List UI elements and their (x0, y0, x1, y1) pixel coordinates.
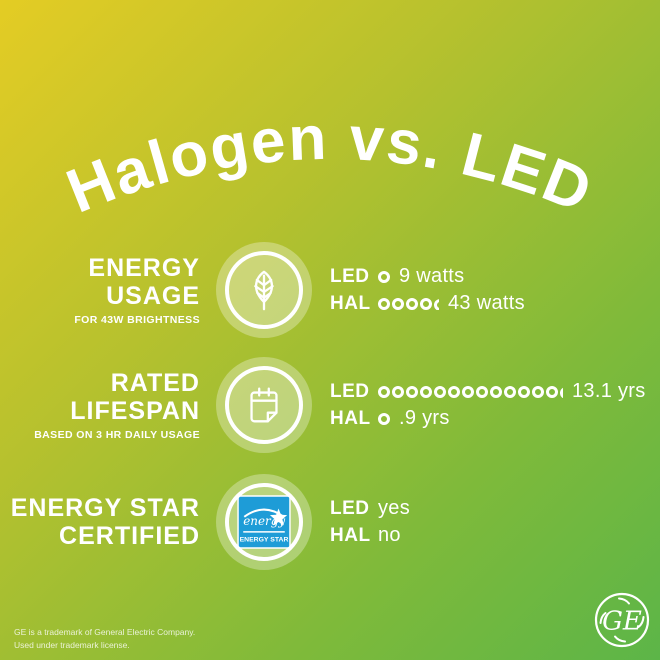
row-label-led: LED (330, 497, 370, 519)
row-value: 43 watts (448, 292, 525, 314)
section-title-line2: LIFESPAN (70, 397, 200, 425)
row-label-hal: HAL (330, 407, 371, 429)
icon-badge (216, 357, 312, 453)
leaf-icon (254, 270, 274, 311)
icon-ring (225, 251, 303, 329)
calendar-icon (250, 387, 278, 423)
data-row-led: LED yes (330, 497, 660, 520)
row-value: 13.1 yrs (572, 380, 646, 402)
section-energy-star: ENERGY STAR CERTIFIED energy ENERGY STAR… (0, 470, 660, 574)
energy-star-label: ENERGY STAR (240, 537, 289, 544)
section-title-line2: CERTIFIED (59, 522, 200, 550)
icon-ring (225, 366, 303, 444)
icon-ring: energy ENERGY STAR (225, 483, 303, 561)
data-row-led: LED 9 watts (330, 265, 660, 288)
row-label-hal: HAL (330, 524, 371, 546)
row-value: .9 yrs (399, 407, 450, 429)
section-data: LED 9 watts HAL 43 watts (328, 261, 660, 319)
energy-star-icon: energy ENERGY STAR (237, 495, 291, 549)
section-data: LED 13.1 yrs HAL .9 yrs (328, 376, 660, 434)
row-value: yes (378, 497, 411, 519)
row-label-led: LED (330, 380, 370, 402)
data-row-hal: HAL .9 yrs (330, 407, 660, 430)
section-data: LED yes HAL no (328, 493, 660, 551)
row-value: 9 watts (399, 265, 465, 287)
data-row-hal: HAL 43 watts (330, 292, 660, 315)
footer-line1: GE is a trademark of General Electric Co… (14, 626, 196, 637)
pictogram-circles (378, 297, 439, 310)
row-label-hal: HAL (330, 292, 371, 314)
pictogram-circles (378, 385, 563, 398)
section-title-line1: ENERGY STAR (10, 494, 200, 522)
icon-badge (216, 242, 312, 338)
section-title-line1: RATED (110, 369, 200, 397)
icon-badge: energy ENERGY STAR (216, 474, 312, 570)
ge-logo: GE (594, 592, 650, 648)
section-label: ENERGY USAGE FOR 43W BRIGHTNESS (0, 254, 200, 326)
section-subtext: BASED ON 3 HR DAILY USAGE (34, 429, 200, 441)
icon-badge-column (200, 357, 328, 453)
svg-text:Halogen vs. LED: Halogen vs. LED (58, 104, 603, 227)
icon-badge-column (200, 242, 328, 338)
data-row-hal: HAL no (330, 524, 660, 547)
pictogram-circles (378, 270, 390, 283)
page-title: Halogen vs. LED (58, 104, 601, 227)
section-label: ENERGY STAR CERTIFIED (0, 494, 200, 550)
section-label: RATED LIFESPAN BASED ON 3 HR DAILY USAGE (0, 369, 200, 441)
section-subtext: FOR 43W BRIGHTNESS (74, 314, 200, 326)
footer-disclaimer: GE is a trademark of General Electric Co… (14, 626, 195, 653)
section-title-line2: USAGE (106, 282, 200, 310)
ge-monogram-text: GE (602, 607, 642, 637)
section-energy-usage: ENERGY USAGE FOR 43W BRIGHTNESS (0, 238, 660, 342)
title-arc: Halogen vs. LED (58, 104, 603, 227)
section-rated-lifespan: RATED LIFESPAN BASED ON 3 HR DAILY USAGE (0, 353, 660, 457)
pictogram-circles (378, 412, 390, 425)
row-value: no (378, 524, 401, 546)
section-title-line1: ENERGY (88, 254, 200, 282)
row-label-led: LED (330, 265, 370, 287)
footer-line2: Used under trademark license. (14, 640, 130, 651)
icon-badge-column: energy ENERGY STAR (200, 474, 328, 570)
data-row-led: LED 13.1 yrs (330, 380, 660, 403)
